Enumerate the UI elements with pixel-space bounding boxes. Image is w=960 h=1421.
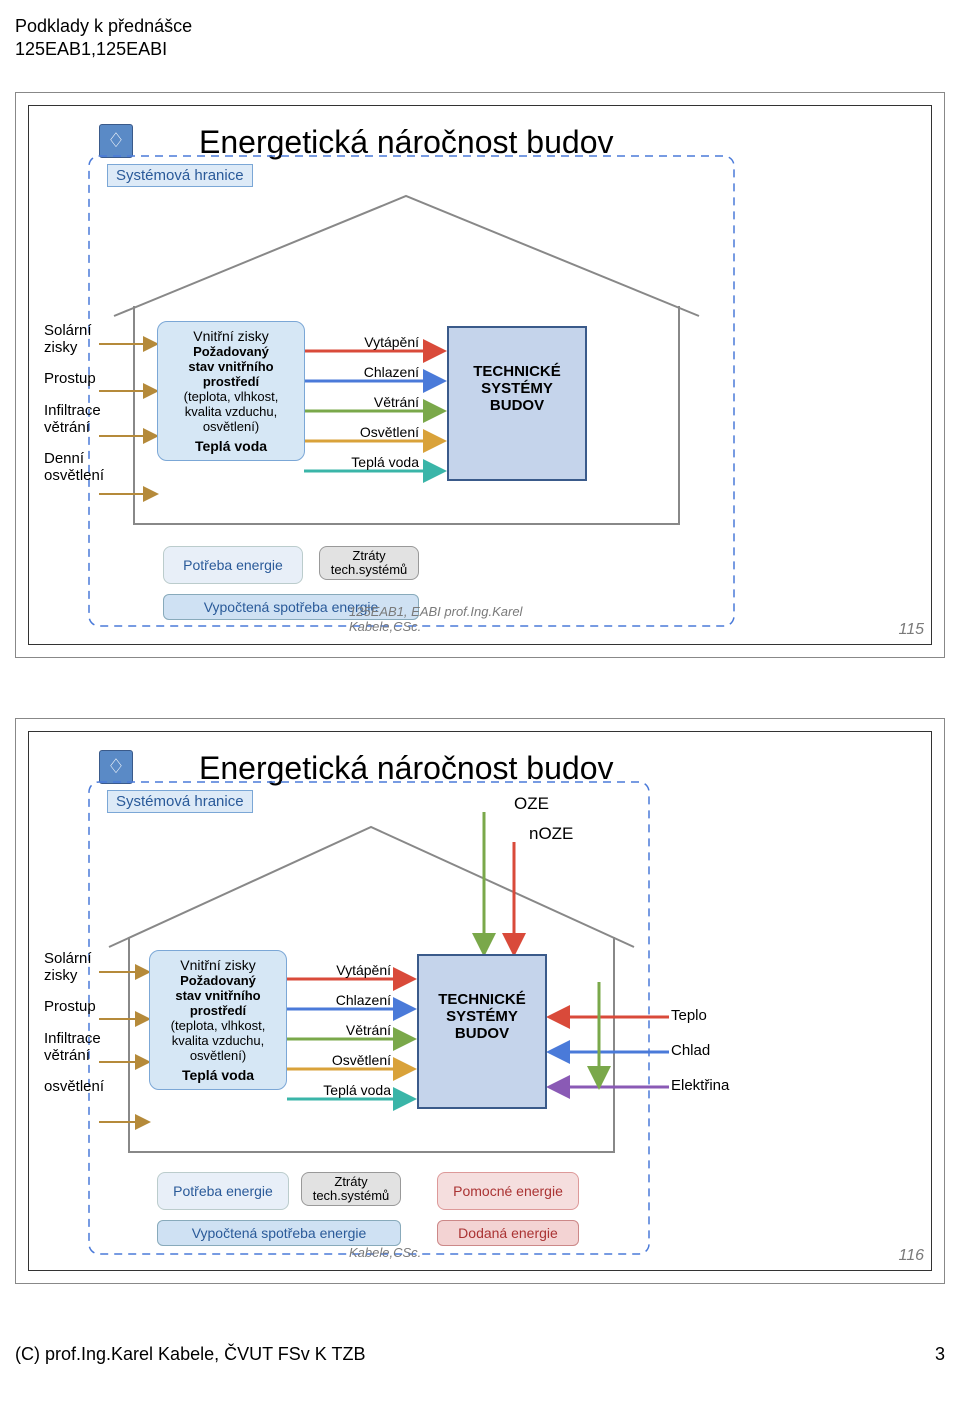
slide1-tech-box: TECHNICKÉ SYSTÉMY BUDOV <box>447 326 587 481</box>
lbl: Požadovaný <box>164 344 298 359</box>
slide1-left-labels: Solární zisky Prostup Infiltrace větrání… <box>44 322 104 485</box>
svc: Teplá voda <box>311 1082 391 1098</box>
svc: Chlazení <box>311 992 391 1008</box>
lbl: Teplá voda <box>156 1067 280 1083</box>
lbl: větrání <box>44 419 104 436</box>
lbl: Teplo <box>671 1007 707 1024</box>
svc: Vytápění <box>311 962 391 978</box>
lbl: Infiltrace <box>44 1030 104 1047</box>
lbl: osvětlení) <box>156 1048 280 1063</box>
lbl: Teplá voda <box>164 438 298 454</box>
slide1-num: 115 <box>898 621 924 639</box>
svc: Teplá voda <box>339 454 419 470</box>
slide2-num: 116 <box>898 1247 924 1265</box>
slide2-ztraty: Ztráty tech.systémů <box>301 1172 401 1207</box>
slide-2: ♢ Energetická náročnost budov Systémová … <box>28 731 932 1271</box>
lbl: kvalita vzduchu, <box>164 404 298 419</box>
slide2-tech-box: TECHNICKÉ SYSTÉMY BUDOV <box>417 954 547 1109</box>
slide1-potreba: Potřeba energie <box>163 546 303 584</box>
slide2-left-labels: Solární zisky Prostup Infiltrace větrání… <box>44 950 104 1096</box>
slide2-req-box: Vnitřní zisky Požadovaný stav vnitřního … <box>149 950 287 1090</box>
slide2-pomocne: Pomocné energie <box>437 1172 579 1210</box>
svc: Větrání <box>339 394 419 410</box>
header-line1: Podklady k přednášce <box>15 16 192 36</box>
slide2-vypoctena: Vypočtená spotřeba energie <box>157 1220 401 1246</box>
lbl: Solární <box>44 950 104 967</box>
lbl: Prostup <box>44 370 104 387</box>
page-header: Podklady k přednášce 125EAB1,125EABI <box>15 15 945 62</box>
slide-2-container: ♢ Energetická náročnost budov Systémová … <box>15 718 945 1284</box>
slide1-diagram <box>29 106 809 645</box>
lbl: osvětlení <box>44 1078 104 1095</box>
slide2-oze: OZE <box>514 794 549 814</box>
slide-1: ♢ Energetická náročnost budov Systémová … <box>28 105 932 645</box>
slide2-dodana: Dodaná energie <box>437 1220 579 1246</box>
footer-num: 3 <box>935 1344 945 1365</box>
lbl: osvětlení <box>44 467 104 484</box>
lbl: Solární <box>44 322 104 339</box>
lbl: Elektřina <box>671 1077 729 1094</box>
lbl: Vnitřní zisky <box>156 957 280 973</box>
svc: Osvětlení <box>339 424 419 440</box>
svc: Větrání <box>311 1022 391 1038</box>
lbl: (teplota, vlhkost, <box>156 1018 280 1033</box>
lbl: Infiltrace <box>44 402 104 419</box>
slide1-req-box: Vnitřní zisky Požadovaný stav vnitřního … <box>157 321 305 461</box>
lbl: zisky <box>44 339 104 356</box>
header-line2: 125EAB1,125EABI <box>15 39 167 59</box>
slide1-footer: 125EAB1, EABI prof.Ing.Karel Kabele,CSc. <box>349 604 522 634</box>
lbl: Chlad <box>671 1042 710 1059</box>
footer-text: (C) prof.Ing.Karel Kabele, ČVUT FSv K TZ… <box>15 1344 365 1364</box>
lbl: větrání <box>44 1047 104 1064</box>
page-footer: (C) prof.Ing.Karel Kabele, ČVUT FSv K TZ… <box>15 1344 945 1365</box>
lbl: zisky <box>44 967 104 984</box>
lbl: stav vnitřního <box>156 988 280 1003</box>
lbl: osvětlení) <box>164 419 298 434</box>
lbl: Prostup <box>44 998 104 1015</box>
svc: Vytápění <box>339 334 419 350</box>
svc: Osvětlení <box>311 1052 391 1068</box>
slide-1-container: ♢ Energetická náročnost budov Systémová … <box>15 92 945 658</box>
slide2-footer: Kabele,CSc. <box>349 1245 421 1260</box>
lbl: Denní <box>44 450 104 467</box>
slide1-ztraty: Ztráty tech.systémů <box>319 546 419 581</box>
lbl: (teplota, vlhkost, <box>164 389 298 404</box>
slide2-potreba: Potřeba energie <box>157 1172 289 1210</box>
lbl: kvalita vzduchu, <box>156 1033 280 1048</box>
svc: Chlazení <box>339 364 419 380</box>
slide2-noze: nOZE <box>529 824 573 844</box>
lbl: prostředí <box>164 374 298 389</box>
lbl: Vnitřní zisky <box>164 328 298 344</box>
lbl: prostředí <box>156 1003 280 1018</box>
lbl: stav vnitřního <box>164 359 298 374</box>
lbl: Požadovaný <box>156 973 280 988</box>
